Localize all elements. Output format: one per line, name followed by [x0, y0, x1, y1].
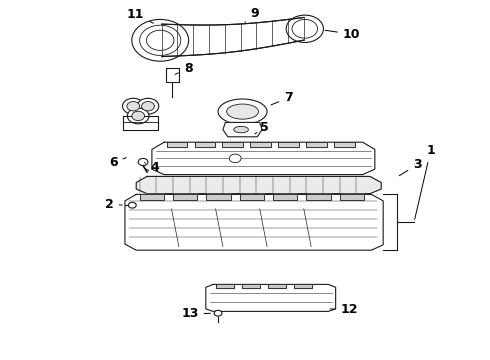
Polygon shape [136, 176, 381, 194]
Text: 12: 12 [330, 303, 358, 316]
Ellipse shape [234, 126, 248, 133]
Text: 9: 9 [245, 7, 259, 22]
Text: 7: 7 [271, 91, 293, 105]
Ellipse shape [226, 104, 259, 119]
Polygon shape [206, 194, 231, 200]
Polygon shape [195, 142, 215, 147]
Polygon shape [206, 284, 336, 311]
Polygon shape [140, 194, 164, 200]
Polygon shape [123, 116, 158, 130]
Ellipse shape [218, 99, 267, 124]
Circle shape [142, 102, 154, 111]
Circle shape [122, 98, 144, 114]
Polygon shape [242, 284, 260, 288]
Circle shape [128, 202, 136, 208]
Polygon shape [152, 142, 375, 175]
Polygon shape [250, 142, 271, 147]
Text: 11: 11 [127, 8, 153, 23]
Polygon shape [167, 142, 187, 147]
Text: 4: 4 [145, 161, 160, 174]
FancyBboxPatch shape [166, 68, 179, 82]
Text: 6: 6 [109, 156, 126, 169]
Circle shape [229, 154, 241, 163]
Polygon shape [223, 122, 262, 137]
Circle shape [137, 98, 159, 114]
Polygon shape [273, 194, 297, 200]
Polygon shape [222, 142, 243, 147]
Circle shape [127, 108, 149, 124]
Polygon shape [162, 17, 304, 57]
Text: 13: 13 [181, 307, 210, 320]
Polygon shape [306, 194, 331, 200]
Circle shape [132, 111, 145, 121]
Polygon shape [340, 194, 364, 200]
Text: 10: 10 [325, 28, 361, 41]
Circle shape [214, 310, 222, 316]
Text: 3: 3 [399, 158, 422, 176]
Text: 2: 2 [105, 198, 122, 211]
Polygon shape [125, 194, 383, 250]
Circle shape [127, 102, 140, 111]
Polygon shape [268, 284, 286, 288]
Polygon shape [278, 142, 299, 147]
Polygon shape [240, 194, 264, 200]
Polygon shape [334, 142, 355, 147]
Text: 1: 1 [415, 144, 435, 219]
Polygon shape [306, 142, 327, 147]
Text: 5: 5 [255, 121, 269, 134]
Polygon shape [173, 194, 197, 200]
Polygon shape [216, 284, 234, 288]
Text: 8: 8 [175, 62, 193, 75]
Polygon shape [294, 284, 312, 288]
